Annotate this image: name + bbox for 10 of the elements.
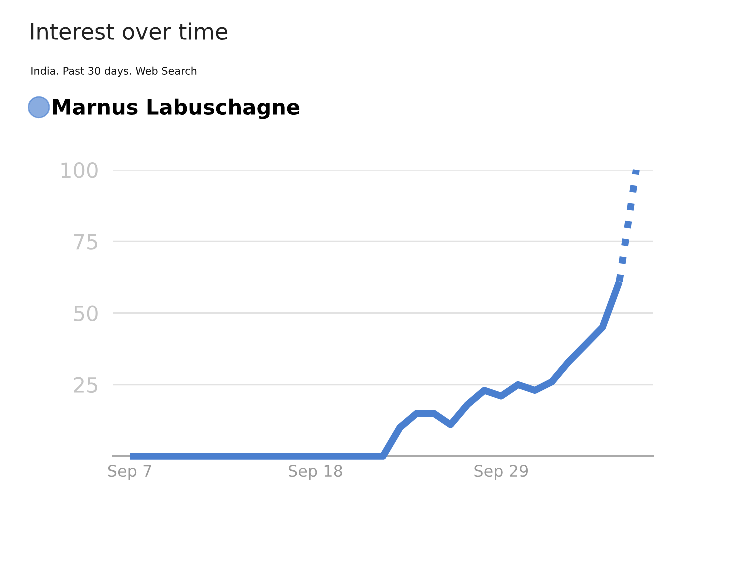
x-tick-label: Sep 18	[289, 465, 342, 480]
legend-label: Marnus Labuschagne	[53, 98, 300, 120]
y-tick-label: 75	[74, 234, 98, 250]
x-tick-label: Sep 7	[108, 465, 152, 480]
chart-subtitle: India. Past 30 days. Web Search	[32, 66, 197, 78]
chart-title: Interest over time	[31, 22, 228, 40]
y-tick-label: 100	[62, 162, 98, 178]
x-tick-label: Sep 29	[474, 465, 528, 480]
y-tick-label: 25	[74, 377, 98, 394]
y-tick-label: 50	[74, 306, 98, 322]
